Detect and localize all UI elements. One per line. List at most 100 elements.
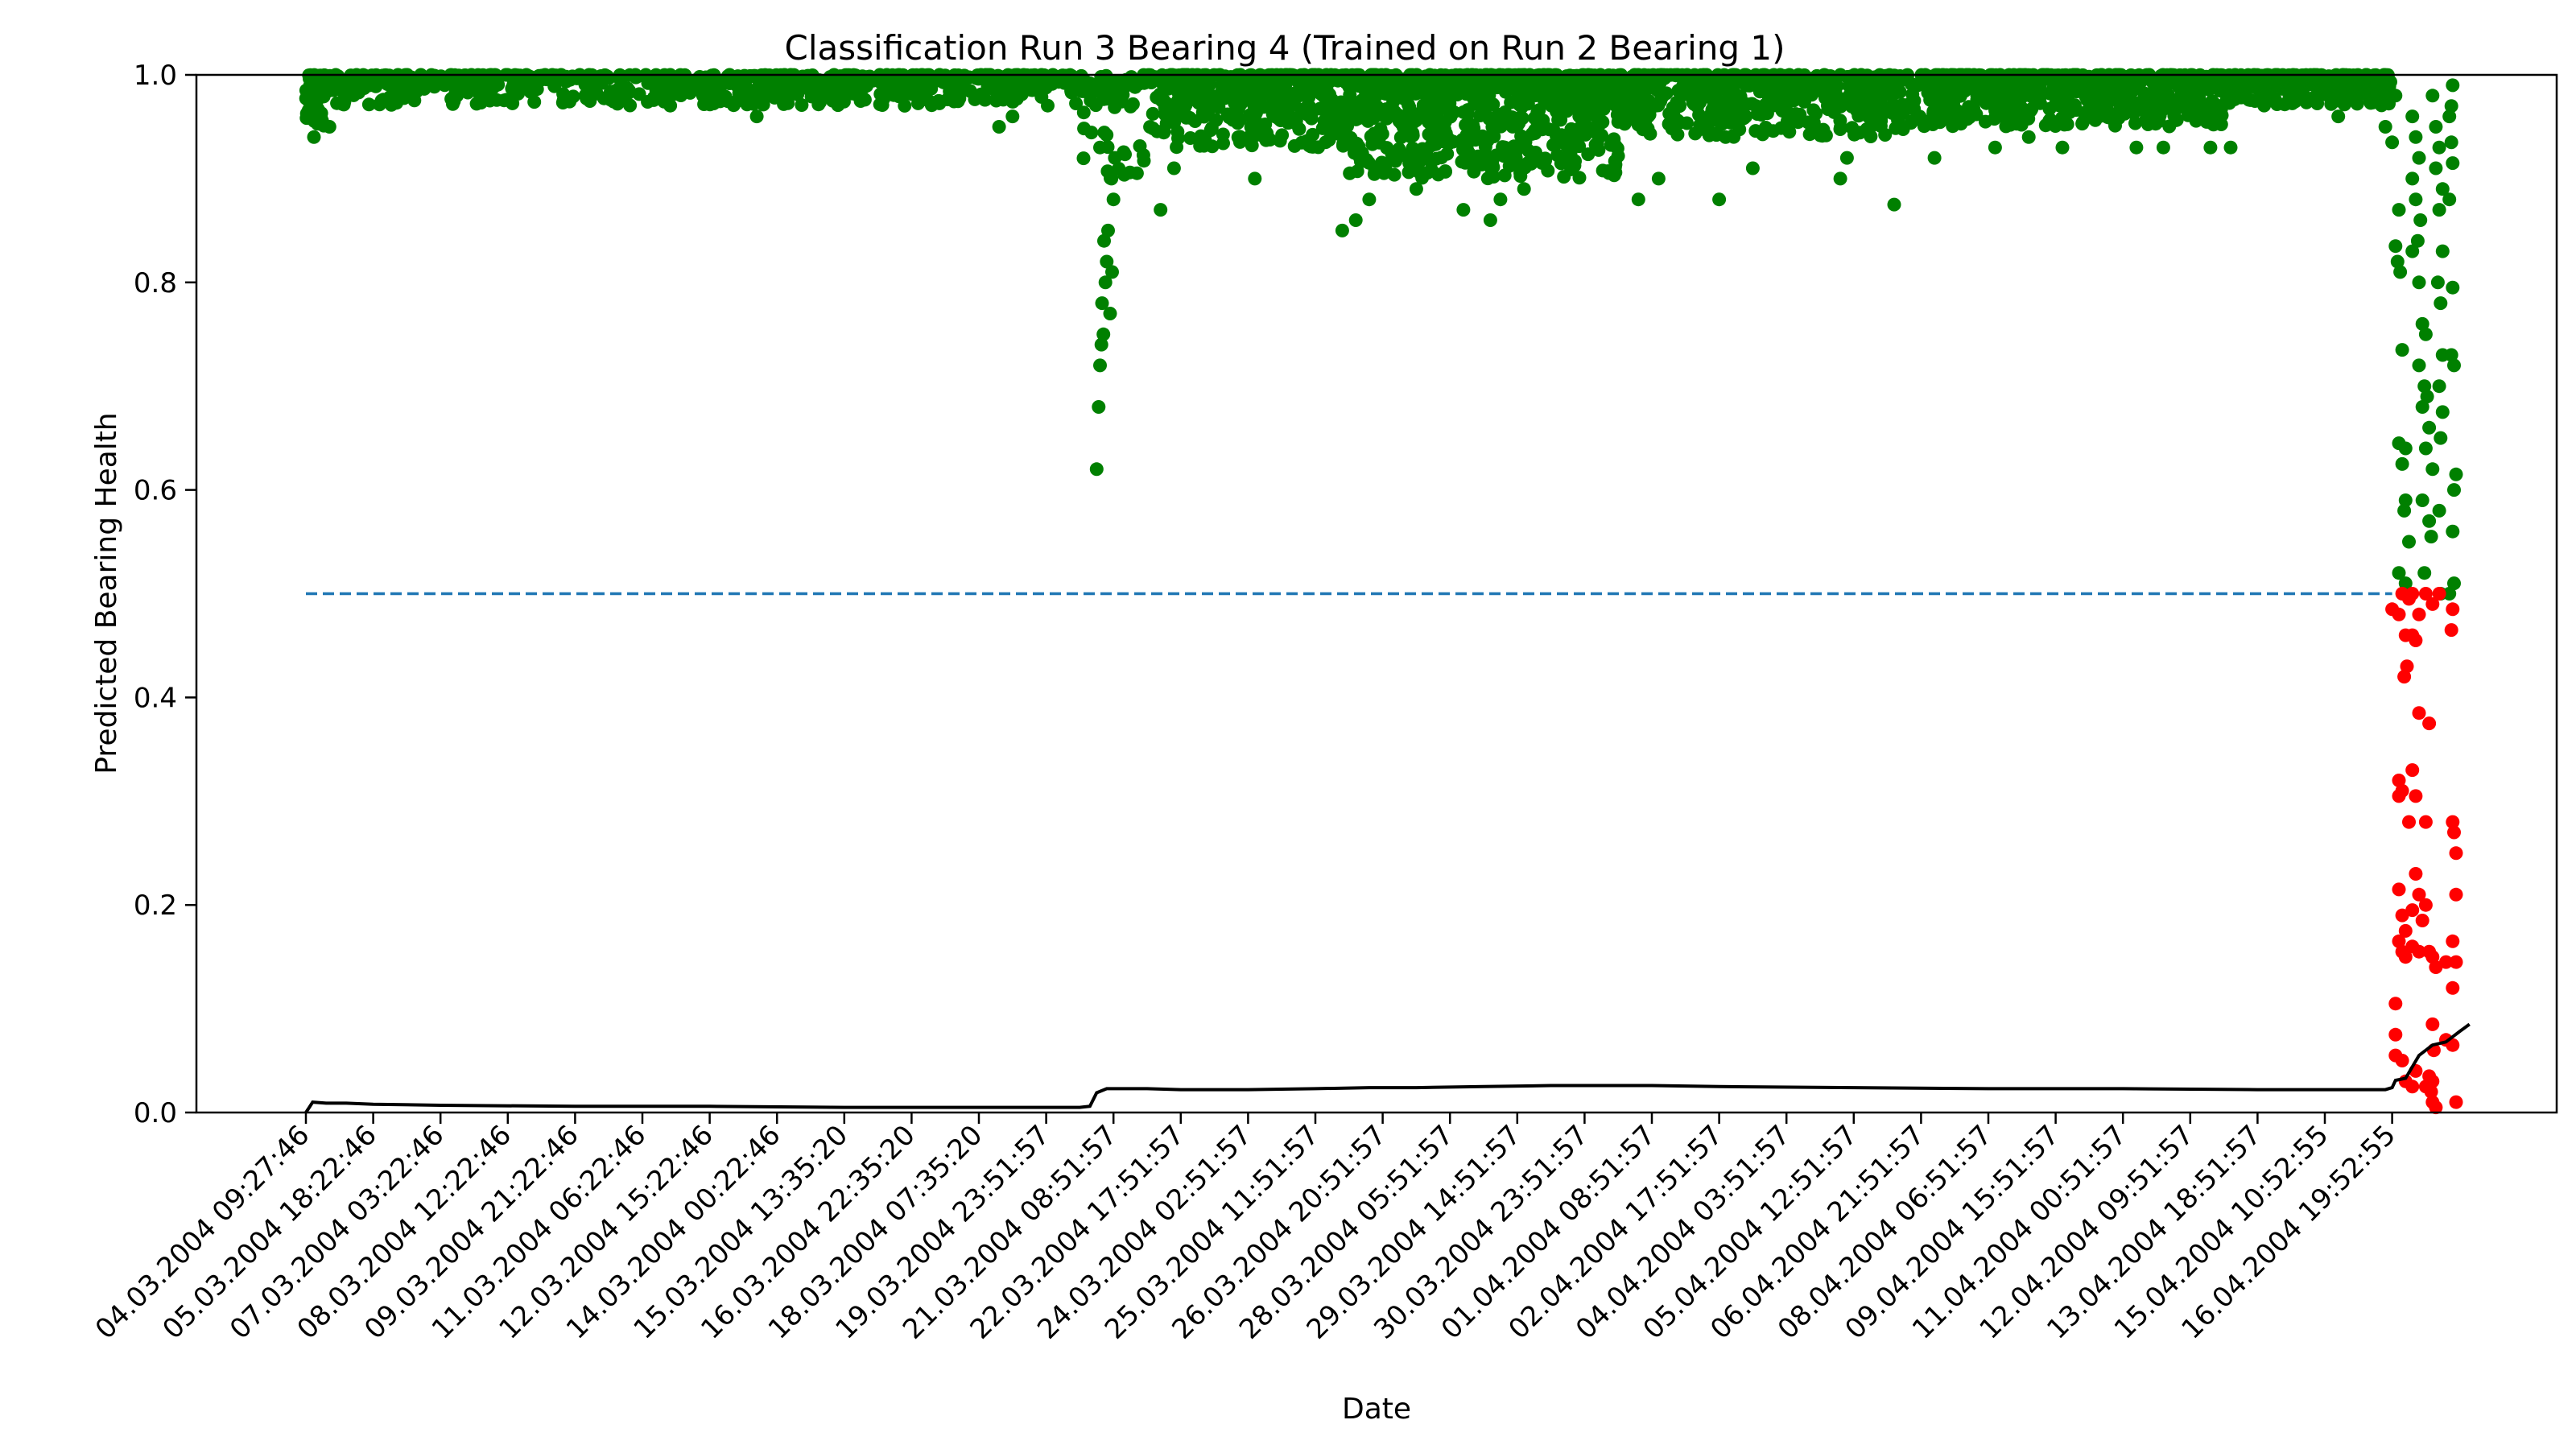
healthy-point: [2331, 109, 2346, 124]
healthy-point: [2447, 483, 2461, 497]
faulty-point: [2446, 602, 2460, 617]
healthy-point: [1166, 161, 1181, 175]
healthy-point: [1988, 140, 2002, 155]
faulty-point: [2409, 789, 2423, 803]
healthy-point: [1034, 89, 1049, 104]
healthy-point: [583, 94, 597, 108]
healthy-point: [1596, 163, 1610, 178]
healthy-point: [1191, 70, 1206, 85]
healthy-point: [1205, 139, 1220, 154]
healthy-point: [361, 97, 376, 112]
healthy-point: [1106, 93, 1121, 107]
trend-line: [304, 1022, 2471, 1114]
healthy-point: [1288, 91, 1302, 105]
healthy-point: [1484, 113, 1499, 127]
healthy-point: [555, 96, 570, 109]
healthy-point: [386, 93, 400, 107]
healthy-point: [1591, 111, 1604, 125]
healthy-point: [1402, 151, 1417, 166]
healthy-point: [974, 87, 989, 101]
faulty-point: [2418, 898, 2433, 912]
healthy-point: [2223, 140, 2238, 155]
healthy-point: [1232, 130, 1247, 144]
healthy-point: [2398, 441, 2413, 456]
healthy-point: [1611, 114, 1625, 129]
healthy-point: [1931, 90, 1946, 105]
healthy-point: [2442, 587, 2457, 601]
healthy-point: [1098, 275, 1113, 290]
healthy-point: [476, 80, 490, 95]
healthy-point: [2299, 95, 2314, 109]
healthy-point: [1423, 113, 1438, 127]
healthy-point: [520, 77, 535, 91]
healthy-point: [2388, 89, 2403, 103]
healthy-point: [2418, 441, 2433, 456]
healthy-point: [2432, 503, 2446, 518]
faulty-point: [2418, 587, 2433, 601]
healthy-point: [1097, 126, 1112, 140]
healthy-point: [2432, 140, 2446, 155]
healthy-point: [1231, 101, 1245, 116]
healthy-point: [2442, 109, 2457, 124]
chart-title: Classification Run 3 Bearing 4 (Trained …: [785, 28, 1785, 68]
faulty-point: [2425, 597, 2440, 611]
healthy-point: [1009, 92, 1024, 106]
healthy-point: [857, 93, 872, 107]
faulty-point: [2392, 607, 2406, 621]
healthy-point: [1486, 97, 1501, 112]
healthy-point: [1137, 154, 1151, 168]
healthy-point: [770, 76, 784, 91]
healthy-point: [945, 83, 959, 97]
healthy-point: [726, 98, 741, 113]
faulty-point: [2412, 706, 2426, 720]
healthy-point: [1935, 102, 1950, 117]
healthy-point: [2030, 89, 2045, 104]
healthy-point: [2184, 85, 2198, 99]
healthy-point: [621, 81, 634, 96]
healthy-point: [2214, 118, 2228, 131]
healthy-point: [1094, 337, 1108, 352]
healthy-point: [931, 95, 946, 109]
faulty-point: [2397, 670, 2412, 684]
healthy-point: [2412, 275, 2426, 290]
healthy-point: [1243, 109, 1257, 124]
healthy-point: [1093, 140, 1107, 155]
healthy-point: [1712, 192, 1727, 207]
healthy-point: [963, 84, 977, 98]
healthy-point: [1690, 86, 1705, 101]
healthy-point: [732, 86, 746, 101]
healthy-point: [1054, 72, 1068, 87]
healthy-point: [1541, 163, 1555, 178]
healthy-point: [1550, 129, 1564, 143]
healthy-point: [506, 96, 520, 110]
healthy-point: [1579, 127, 1592, 142]
healthy-point: [2444, 135, 2458, 150]
faulty-point: [2449, 1095, 2463, 1109]
healthy-point: [1146, 106, 1160, 121]
healthy-point: [1564, 89, 1579, 103]
healthy-point: [1335, 223, 1349, 237]
healthy-point: [1651, 84, 1666, 98]
healthy-point: [2285, 96, 2300, 110]
healthy-point: [2128, 116, 2142, 130]
healthy-point: [1564, 162, 1579, 176]
healthy-point: [1624, 69, 1639, 84]
faulty-point: [2446, 980, 2460, 995]
healthy-point: [2435, 182, 2450, 196]
healthy-point: [1082, 86, 1096, 101]
healthy-point: [1510, 111, 1524, 126]
healthy-point: [1823, 93, 1838, 107]
y-tick-label: 1.0: [134, 60, 177, 92]
healthy-point: [610, 90, 625, 105]
healthy-point: [2079, 84, 2093, 98]
y-tick-label: 0.6: [134, 475, 177, 507]
healthy-point: [566, 89, 580, 104]
healthy-point: [1183, 131, 1198, 145]
healthy-point: [336, 73, 350, 88]
healthy-point: [1904, 76, 1918, 91]
healthy-point: [2378, 120, 2392, 134]
healthy-point: [1633, 83, 1647, 97]
healthy-point: [2447, 576, 2461, 591]
